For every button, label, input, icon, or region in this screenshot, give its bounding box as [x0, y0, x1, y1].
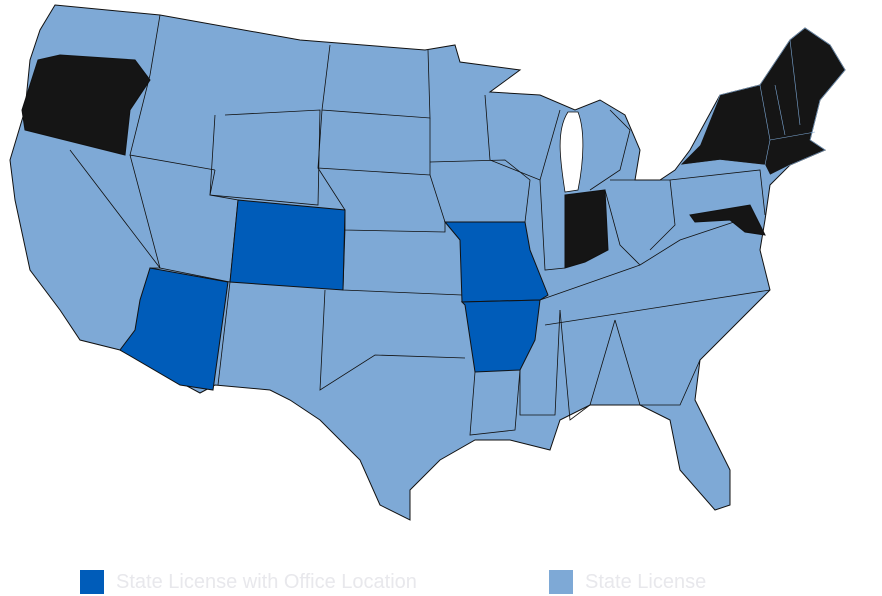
state-indiana [564, 189, 609, 269]
state-missouri [443, 221, 549, 303]
state-colorado [229, 199, 346, 291]
state-oregon [21, 54, 151, 156]
legend-item-state-license: State License [549, 570, 706, 594]
legend-label: State License [585, 570, 707, 593]
legend-swatch [549, 570, 573, 594]
state-maryland-delaware [689, 204, 766, 236]
legend-swatch [80, 570, 104, 594]
lake-michigan [559, 111, 584, 193]
legend-label: State License with Office Location [116, 570, 417, 593]
state-northeast-group [679, 27, 846, 176]
northeast-borders [759, 39, 816, 166]
state-arkansas [460, 299, 541, 373]
us-map [9, 4, 846, 521]
legend-item-office-location: State License with Office Location [80, 570, 417, 594]
state-arizona [119, 267, 229, 391]
